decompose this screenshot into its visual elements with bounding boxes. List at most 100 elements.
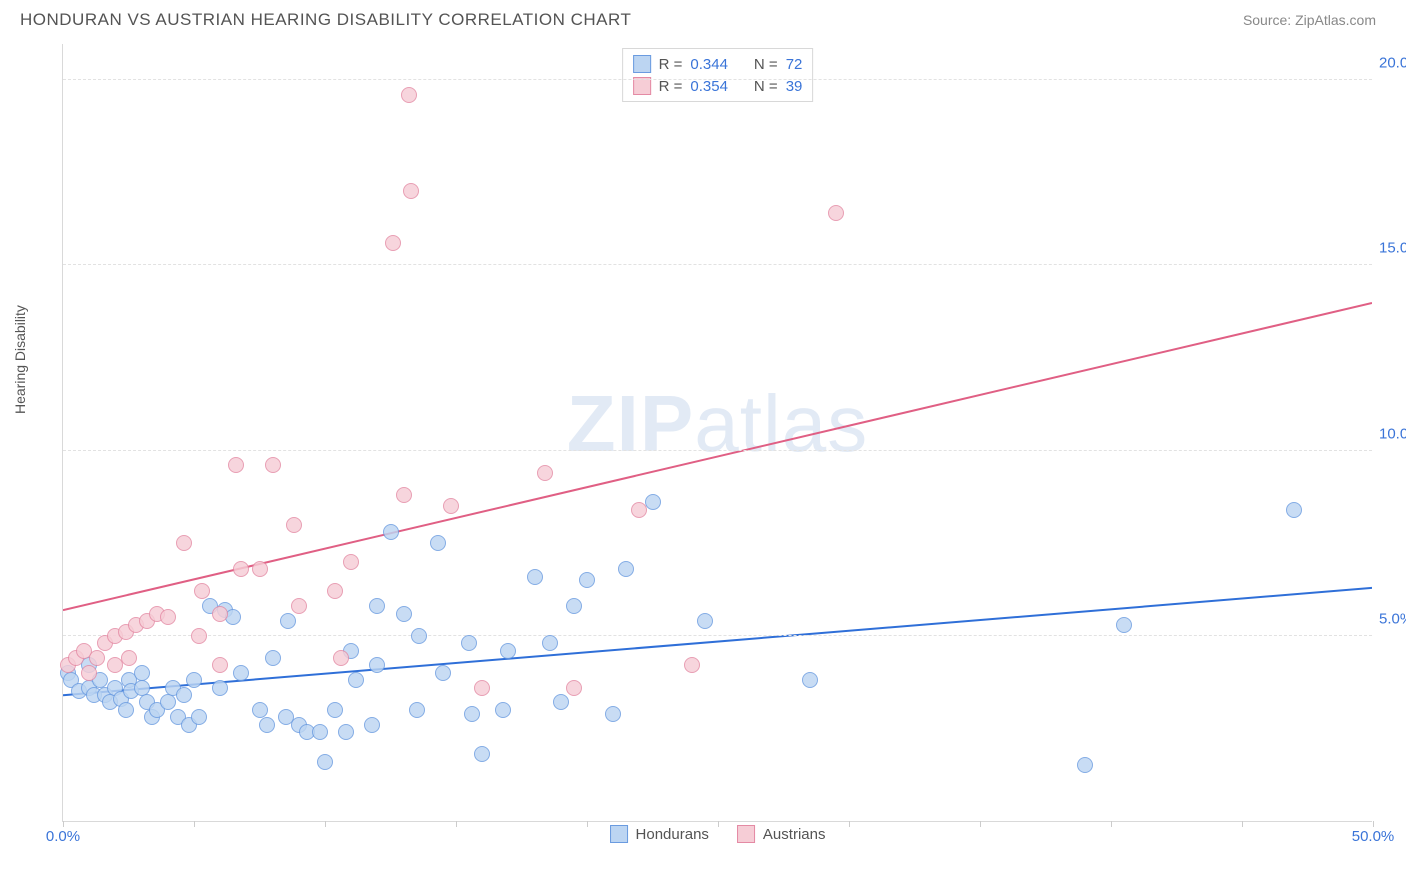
xtick bbox=[1373, 821, 1374, 827]
n-prefix: N = bbox=[754, 56, 778, 73]
stats-legend-row: R = 0.344 N = 72 bbox=[633, 53, 803, 75]
xtick bbox=[456, 821, 457, 827]
watermark: ZIPatlas bbox=[567, 377, 868, 469]
scatter-point bbox=[828, 205, 844, 221]
scatter-point bbox=[474, 680, 490, 696]
scatter-point bbox=[618, 561, 634, 577]
scatter-point bbox=[327, 583, 343, 599]
scatter-point bbox=[317, 754, 333, 770]
legend-swatch bbox=[737, 825, 755, 843]
scatter-point bbox=[118, 702, 134, 718]
ytick-label: 15.0% bbox=[1379, 240, 1406, 257]
scatter-point bbox=[461, 635, 477, 651]
scatter-point bbox=[631, 502, 647, 518]
scatter-point bbox=[252, 561, 268, 577]
scatter-point bbox=[191, 628, 207, 644]
scatter-point bbox=[81, 665, 97, 681]
ytick-label: 10.0% bbox=[1379, 425, 1406, 442]
scatter-point bbox=[566, 598, 582, 614]
scatter-point bbox=[364, 717, 380, 733]
series-legend: Hondurans Austrians bbox=[610, 825, 826, 843]
scatter-point bbox=[684, 657, 700, 673]
xtick bbox=[980, 821, 981, 827]
scatter-point bbox=[542, 635, 558, 651]
xtick bbox=[1242, 821, 1243, 827]
chart-header: HONDURAN VS AUSTRIAN HEARING DISABILITY … bbox=[0, 0, 1406, 36]
scatter-point bbox=[383, 524, 399, 540]
scatter-point bbox=[411, 628, 427, 644]
scatter-point bbox=[396, 487, 412, 503]
series-legend-item: Hondurans bbox=[610, 825, 709, 843]
series-legend-label: Austrians bbox=[763, 826, 826, 843]
stats-legend: R =0.344N =72R =0.354N =39 bbox=[622, 48, 814, 102]
n-value: 72 bbox=[786, 56, 803, 73]
scatter-point bbox=[265, 650, 281, 666]
scatter-point bbox=[802, 672, 818, 688]
scatter-point bbox=[385, 235, 401, 251]
scatter-point bbox=[327, 702, 343, 718]
scatter-point bbox=[134, 665, 150, 681]
chart-area: Hearing Disability ZIPatlas R =0.344N =7… bbox=[20, 44, 1386, 864]
scatter-point bbox=[553, 694, 569, 710]
scatter-point bbox=[464, 706, 480, 722]
scatter-point bbox=[527, 569, 543, 585]
scatter-point bbox=[286, 517, 302, 533]
gridline bbox=[63, 79, 1372, 80]
gridline bbox=[63, 635, 1372, 636]
scatter-point bbox=[333, 650, 349, 666]
scatter-point bbox=[212, 657, 228, 673]
scatter-point bbox=[160, 694, 176, 710]
scatter-point bbox=[369, 657, 385, 673]
scatter-point bbox=[252, 702, 268, 718]
chart-source: Source: ZipAtlas.com bbox=[1243, 12, 1376, 28]
xtick bbox=[849, 821, 850, 827]
scatter-point bbox=[265, 457, 281, 473]
scatter-point bbox=[176, 687, 192, 703]
scatter-point bbox=[396, 606, 412, 622]
scatter-point bbox=[697, 613, 713, 629]
xtick bbox=[1111, 821, 1112, 827]
scatter-point bbox=[291, 598, 307, 614]
scatter-point bbox=[89, 650, 105, 666]
xtick bbox=[325, 821, 326, 827]
scatter-point bbox=[121, 650, 137, 666]
trendline bbox=[63, 588, 1372, 695]
yaxis-label: Hearing Disability bbox=[12, 305, 28, 414]
scatter-point bbox=[343, 554, 359, 570]
series-legend-item: Austrians bbox=[737, 825, 826, 843]
scatter-point bbox=[500, 643, 516, 659]
xtick bbox=[587, 821, 588, 827]
scatter-point bbox=[228, 457, 244, 473]
scatter-point bbox=[134, 680, 150, 696]
scatter-point bbox=[474, 746, 490, 762]
scatter-point bbox=[430, 535, 446, 551]
scatter-point bbox=[212, 606, 228, 622]
legend-swatch bbox=[610, 825, 628, 843]
scatter-point bbox=[233, 665, 249, 681]
plot-area: ZIPatlas R =0.344N =72R =0.354N =39 Hond… bbox=[62, 44, 1372, 822]
scatter-point bbox=[369, 598, 385, 614]
scatter-point bbox=[212, 680, 228, 696]
gridline bbox=[63, 264, 1372, 265]
scatter-point bbox=[338, 724, 354, 740]
scatter-point bbox=[443, 498, 459, 514]
r-prefix: R = bbox=[659, 56, 683, 73]
scatter-point bbox=[233, 561, 249, 577]
scatter-point bbox=[409, 702, 425, 718]
scatter-point bbox=[1077, 757, 1093, 773]
scatter-point bbox=[401, 87, 417, 103]
scatter-point bbox=[259, 717, 275, 733]
scatter-point bbox=[435, 665, 451, 681]
scatter-point bbox=[280, 613, 296, 629]
scatter-point bbox=[605, 706, 621, 722]
xtick-label: 50.0% bbox=[1352, 828, 1395, 845]
r-value: 0.344 bbox=[690, 56, 728, 73]
scatter-point bbox=[194, 583, 210, 599]
ytick-label: 20.0% bbox=[1379, 55, 1406, 72]
scatter-point bbox=[537, 465, 553, 481]
xtick-label: 0.0% bbox=[46, 828, 80, 845]
scatter-point bbox=[348, 672, 364, 688]
scatter-point bbox=[312, 724, 328, 740]
xtick bbox=[718, 821, 719, 827]
series-legend-label: Hondurans bbox=[636, 826, 709, 843]
